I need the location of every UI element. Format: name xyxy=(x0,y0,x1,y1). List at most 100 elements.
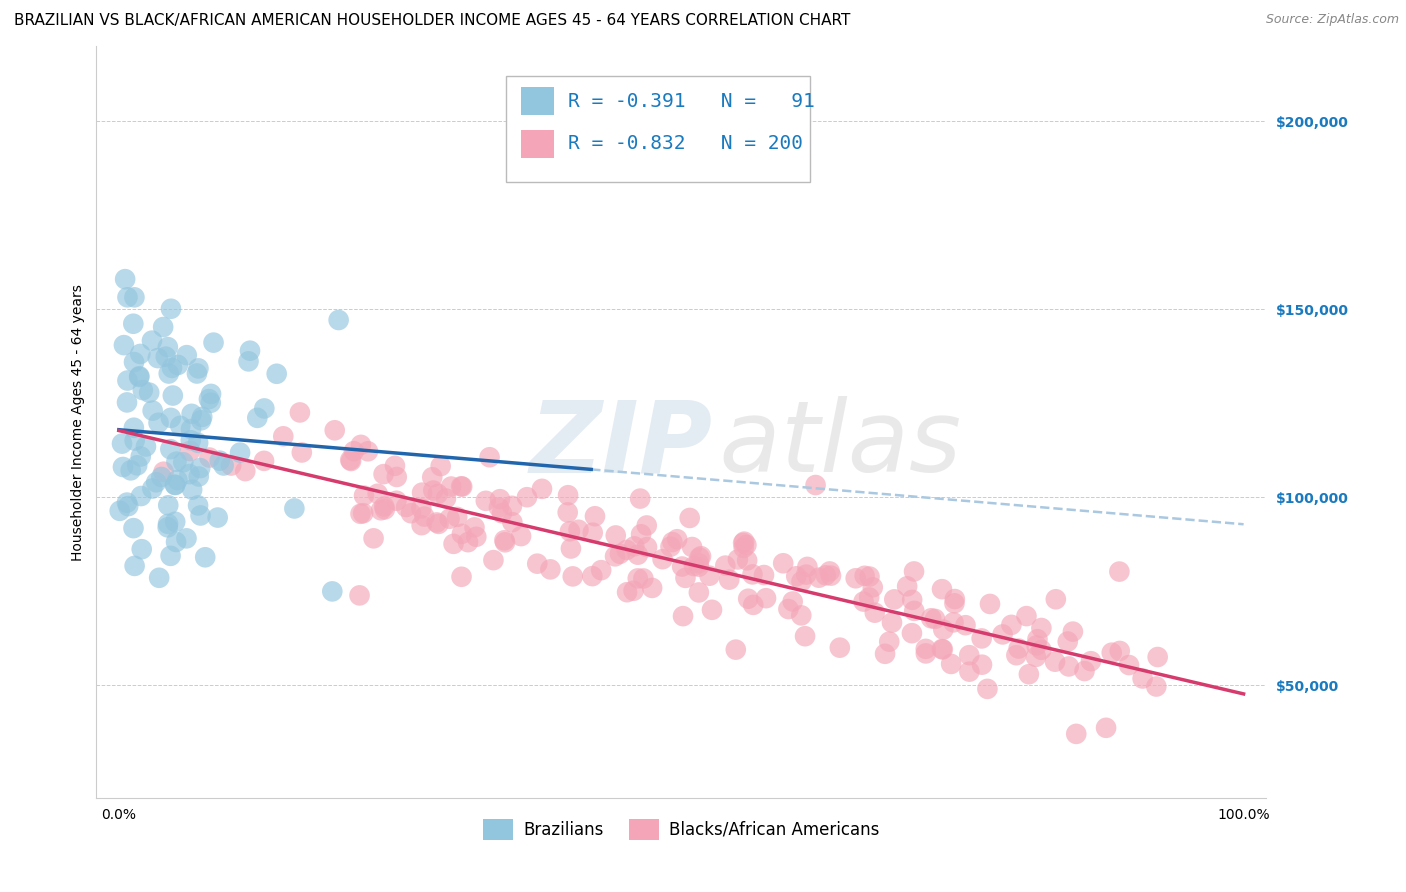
Point xyxy=(741,567,763,582)
Point xyxy=(150,470,173,484)
Point xyxy=(733,541,755,555)
Point xyxy=(212,458,235,473)
Point xyxy=(132,383,155,397)
Point xyxy=(129,450,152,464)
Point xyxy=(159,442,181,457)
Point xyxy=(122,355,145,369)
Point xyxy=(112,338,135,352)
Point xyxy=(616,585,638,599)
Point xyxy=(141,334,163,348)
Point xyxy=(489,492,512,507)
Point xyxy=(463,520,485,534)
Point xyxy=(138,385,160,400)
Point xyxy=(914,641,936,656)
Point xyxy=(145,475,167,490)
Point xyxy=(349,588,371,602)
Point xyxy=(451,479,474,493)
Point xyxy=(187,469,209,483)
Point xyxy=(970,632,993,646)
Point xyxy=(970,657,993,672)
Point xyxy=(630,527,652,541)
Point xyxy=(862,580,884,594)
Point xyxy=(873,647,896,661)
Point xyxy=(659,540,682,554)
Point xyxy=(560,541,582,556)
Point xyxy=(991,627,1014,641)
Point xyxy=(623,583,645,598)
Point xyxy=(689,550,711,565)
Point xyxy=(238,354,260,368)
Point xyxy=(122,317,145,331)
Point xyxy=(636,518,658,533)
Point xyxy=(609,547,631,561)
Point xyxy=(457,535,479,549)
Point xyxy=(128,369,150,384)
Point xyxy=(558,524,581,539)
Point xyxy=(146,351,169,365)
Point xyxy=(605,528,627,542)
Text: Source: ZipAtlas.com: Source: ZipAtlas.com xyxy=(1265,13,1399,27)
Text: ZIP: ZIP xyxy=(529,396,713,493)
Point xyxy=(349,507,371,521)
Point xyxy=(111,436,134,450)
Point xyxy=(672,609,695,624)
Point xyxy=(494,535,516,549)
Point xyxy=(690,549,713,564)
Point xyxy=(1108,565,1130,579)
Point xyxy=(883,592,905,607)
Point xyxy=(117,290,139,304)
Point xyxy=(530,482,553,496)
Point xyxy=(207,510,229,524)
Point xyxy=(440,479,463,493)
Point xyxy=(114,272,136,286)
Point xyxy=(411,518,433,533)
Point xyxy=(494,533,516,548)
Point xyxy=(942,615,965,630)
Point xyxy=(858,591,880,605)
Point xyxy=(152,465,174,479)
Point xyxy=(557,505,579,519)
Point xyxy=(323,423,346,437)
Point xyxy=(373,467,395,482)
Point xyxy=(931,642,953,657)
Point xyxy=(283,501,305,516)
Point xyxy=(681,540,703,554)
Point xyxy=(782,594,804,608)
Point xyxy=(180,422,202,436)
Point xyxy=(166,473,188,487)
Point xyxy=(1057,659,1080,673)
Text: atlas: atlas xyxy=(529,396,962,493)
Point xyxy=(399,506,422,520)
Point xyxy=(1080,654,1102,668)
Point xyxy=(616,542,638,557)
Point xyxy=(246,410,269,425)
Point xyxy=(591,563,613,577)
Point xyxy=(526,557,548,571)
Point xyxy=(671,559,693,574)
Point xyxy=(557,488,579,502)
Point xyxy=(931,582,953,596)
Point xyxy=(778,602,800,616)
Point xyxy=(735,553,758,567)
Point xyxy=(188,461,211,475)
Point xyxy=(1144,680,1167,694)
Point xyxy=(434,491,457,506)
Point xyxy=(807,571,830,585)
Point xyxy=(180,407,202,421)
Point xyxy=(501,499,523,513)
Point xyxy=(155,350,177,364)
Point xyxy=(190,508,212,523)
Point xyxy=(1015,609,1038,624)
Point xyxy=(129,347,152,361)
Point xyxy=(165,455,187,469)
Point xyxy=(688,556,710,570)
Point xyxy=(1018,667,1040,681)
Point xyxy=(1045,592,1067,607)
Point xyxy=(733,534,755,549)
Point xyxy=(131,542,153,557)
Point xyxy=(413,509,436,524)
Point xyxy=(420,470,443,484)
Point xyxy=(450,570,472,584)
Point xyxy=(561,569,583,583)
Point xyxy=(148,416,170,430)
